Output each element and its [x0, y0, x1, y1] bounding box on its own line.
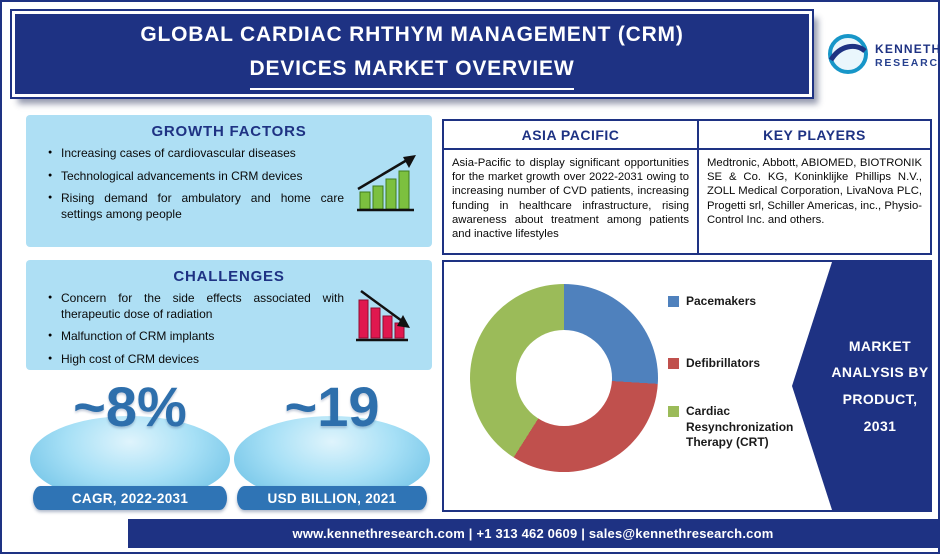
legend-item: Defibrillators — [668, 356, 760, 372]
key-players-section: KEY PLAYERS Medtronic, Abbott, ABIOMED, … — [697, 119, 932, 255]
stat-value: ~8% — [73, 375, 187, 438]
page-title-line2: DEVICES MARKET OVERVIEW — [249, 52, 575, 91]
growth-factors-title: GROWTH FACTORS — [151, 123, 307, 140]
challenges-section: CHALLENGES Concern for the side effects … — [26, 260, 432, 370]
legend-label: Pacemakers — [686, 294, 757, 308]
logo-text: KENNETH RESEARCH — [875, 41, 940, 70]
stat-value: ~19 — [284, 375, 380, 438]
list-item: High cost of CRM devices — [48, 352, 344, 368]
donut-hole — [516, 330, 612, 426]
asia-pacific-body: Asia-Pacific to display significant oppo… — [452, 157, 689, 241]
list-item: Technological advancements in CRM device… — [48, 169, 344, 185]
stat-cagr: ~8% CAGR, 2022-2031 — [30, 375, 230, 512]
challenges-title: CHALLENGES — [173, 268, 285, 285]
legend-item: Cardiac Resynchronization Therapy (CRT) — [668, 404, 810, 451]
logo-globe-icon — [826, 32, 870, 81]
legend-item: Pacemakers — [668, 294, 756, 310]
list-item: Concern for the side effects associated … — [48, 291, 344, 322]
legend-swatch — [668, 358, 679, 369]
footer-bar: www.kennethresearch.com | +1 313 462 060… — [128, 519, 938, 548]
kenneth-research-logo: KENNETH RESEARCH — [826, 30, 938, 82]
chart-legend: Pacemakers Defibrillators Cardiac Resync… — [668, 262, 810, 510]
growth-factors-list: Increasing cases of cardiovascular disea… — [26, 146, 432, 222]
donut-chart — [470, 284, 658, 472]
banner-text: MARKET ANALYSIS BY PRODUCT, 2031 — [831, 337, 929, 434]
header-banner: GLOBAL CARDIAC RHTHYM MANAGEMENT (CRM) D… — [10, 9, 814, 99]
list-item: Rising demand for ambulatory and home ca… — [48, 191, 344, 222]
footer-contact-text: www.kennethresearch.com | +1 313 462 060… — [292, 526, 774, 541]
stat-market-size: ~19 USD BILLION, 2021 — [234, 375, 430, 512]
asia-pacific-section: ASIA PACIFIC Asia-Pacific to display sig… — [442, 119, 699, 255]
legend-swatch — [668, 406, 679, 417]
market-analysis-section: Pacemakers Defibrillators Cardiac Resync… — [442, 260, 932, 512]
legend-label: Defibrillators — [686, 356, 761, 370]
stat-label: CAGR, 2022-2031 — [33, 486, 227, 510]
challenges-list: Concern for the side effects associated … — [26, 291, 432, 367]
page-title-line1: GLOBAL CARDIAC RHTHYM MANAGEMENT (CRM) — [140, 22, 684, 46]
page-title: GLOBAL CARDIAC RHTHYM MANAGEMENT (CRM) D… — [140, 18, 684, 91]
legend-label: Cardiac Resynchronization Therapy (CRT) — [686, 404, 794, 450]
list-item: Increasing cases of cardiovascular disea… — [48, 146, 344, 162]
logo-text-line2: RESEARCH — [875, 56, 939, 69]
key-players-title: KEY PLAYERS — [699, 121, 930, 150]
list-item: Malfunction of CRM implants — [48, 329, 344, 345]
logo-text-line1: KENNETH — [875, 41, 940, 56]
legend-swatch — [668, 296, 679, 307]
falling-bar-chart-icon — [354, 284, 416, 349]
key-players-body: Medtronic, Abbott, ABIOMED, BIOTRONIK SE… — [707, 157, 922, 226]
rising-bar-chart-icon — [354, 151, 420, 220]
stat-label: USD BILLION, 2021 — [237, 486, 427, 510]
asia-pacific-title: ASIA PACIFIC — [444, 121, 697, 150]
market-analysis-banner: MARKET ANALYSIS BY PRODUCT, 2031 — [792, 262, 930, 510]
growth-factors-section: GROWTH FACTORS Increasing cases of cardi… — [26, 115, 432, 247]
